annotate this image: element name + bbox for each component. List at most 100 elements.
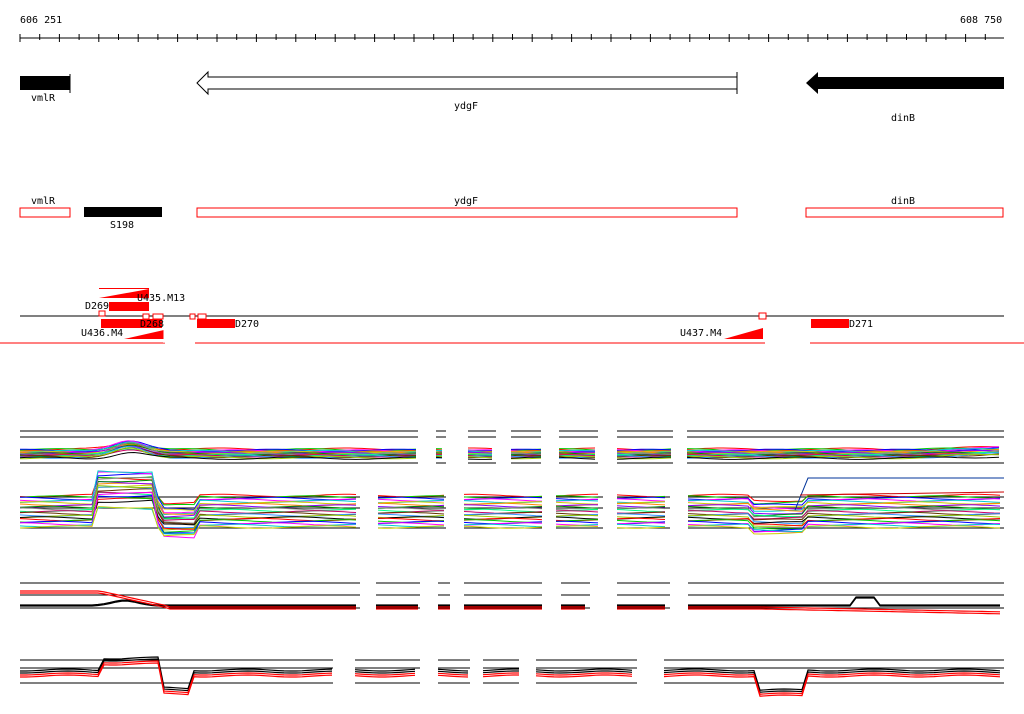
- ruler-ticks: [19, 34, 986, 42]
- transcript-D269-label: D269: [85, 301, 109, 312]
- transcript-D268-bar[interactable]: [101, 319, 162, 328]
- transcript-marker-5: [197, 313, 207, 320]
- gene-box-vmlR[interactable]: [19, 207, 71, 218]
- expression-series-2: [616, 507, 666, 510]
- transcript-track: D269 U435.M13 D268 U436.M4 D270 U437.M4 …: [0, 288, 1024, 350]
- expression-series-2: [463, 493, 543, 498]
- gene-dinB-arrow[interactable]: [806, 72, 1004, 94]
- transcript-D270-bar[interactable]: [197, 319, 235, 328]
- feature-S198[interactable]: [84, 207, 162, 217]
- expression-series-4: [482, 670, 519, 674]
- expression-series-1: [616, 456, 671, 460]
- expression-series-2: [555, 510, 599, 513]
- expression-series-2: [463, 498, 543, 502]
- gene-box-dinB[interactable]: [805, 207, 1004, 218]
- transcript-marker-4: [189, 313, 196, 320]
- ruler-start-label: 606 251: [20, 15, 62, 26]
- expression-series-2: [555, 514, 599, 517]
- transcript-U435-wedge[interactable]: [99, 289, 149, 298]
- expression-series-2: [377, 525, 445, 529]
- expression-series-2: [377, 502, 445, 507]
- gene-box-track: vmlR ydgF dinB S198: [19, 196, 1004, 231]
- gene-dinB-label: dinB: [891, 113, 915, 124]
- expression-track-1: [19, 430, 1004, 464]
- coordinate-ruler: 606 251 608 750: [19, 15, 1004, 42]
- expression-series-1: [510, 457, 542, 460]
- transcript-U436-wedge[interactable]: [124, 330, 164, 339]
- transcript-bar-top[interactable]: [99, 288, 149, 289]
- expression-series-4: [535, 672, 633, 676]
- gene-vmlR-arrow[interactable]: [20, 76, 70, 90]
- transcript-D270-label: D270: [235, 319, 259, 330]
- expression-series-4: [354, 672, 416, 676]
- transcript-U435-label: U435.M13: [137, 293, 185, 304]
- expression-tracks: [19, 430, 1005, 697]
- expression-series-1: [617, 455, 672, 459]
- expression-series-1: [686, 453, 1000, 459]
- expression-series-2: [687, 519, 1001, 530]
- transcript-D268-label: D268: [140, 319, 164, 330]
- expression-series-3: [688, 596, 1000, 606]
- transcript-U436-label: U436.M4: [81, 328, 123, 339]
- expression-series-2: [616, 522, 666, 525]
- expression-series-1: [558, 449, 596, 452]
- expression-series-3: [20, 590, 356, 608]
- expression-series-1: [558, 454, 596, 457]
- expression-series-2: [687, 499, 1001, 512]
- expression-series-2: [377, 516, 445, 519]
- gene-box-ydgF[interactable]: [196, 207, 738, 218]
- expression-series-2: [687, 495, 1000, 505]
- expression-series-2: [463, 519, 543, 523]
- expression-series-4: [663, 668, 1001, 691]
- ruler-end-label: 608 750: [960, 15, 1002, 26]
- expression-highlight-line-2: [799, 491, 1005, 496]
- expression-series-2: [555, 525, 599, 528]
- expression-track-2: [19, 470, 1004, 539]
- expression-series-4: [437, 668, 469, 672]
- expression-series-1: [558, 456, 596, 460]
- gene-box-ydgF-label: ydgF: [454, 196, 478, 207]
- transcript-D269-bar[interactable]: [109, 302, 149, 311]
- expression-series-2: [19, 484, 357, 511]
- expression-series-2: [377, 511, 445, 515]
- expression-series-2: [617, 513, 666, 517]
- expression-series-2: [463, 525, 543, 529]
- expression-series-2: [555, 501, 599, 505]
- gene-box-vmlR-label: vmlR: [31, 196, 56, 207]
- transcript-U437-wedge[interactable]: [724, 328, 763, 339]
- expression-series-1: [686, 453, 1000, 460]
- expression-series-2: [616, 496, 666, 499]
- expression-series-2: [555, 505, 599, 509]
- expression-series-4: [663, 670, 1001, 693]
- gene-dinB[interactable]: dinB: [806, 72, 1004, 124]
- expression-series-2: [19, 476, 357, 506]
- expression-series-4: [20, 660, 333, 694]
- transcript-D271-bar[interactable]: [811, 319, 849, 328]
- expression-track-3: [20, 582, 1004, 615]
- expression-series-4: [482, 672, 519, 676]
- gene-ydgF-arrow[interactable]: [196, 70, 738, 96]
- expression-series-3: [688, 597, 1000, 607]
- expression-series-3: [688, 608, 1001, 615]
- transcript-marker-1: [98, 310, 106, 317]
- gene-vmlR[interactable]: vmlR: [20, 74, 71, 104]
- expression-series-2: [688, 510, 1001, 520]
- expression-series-1: [686, 451, 1000, 457]
- expression-series-4: [20, 658, 333, 692]
- expression-series-2: [687, 504, 1001, 515]
- gene-box-dinB-label: dinB: [891, 196, 915, 207]
- expression-series-2: [463, 523, 543, 528]
- expression-series-4: [437, 674, 469, 678]
- expression-series-1: [20, 445, 417, 456]
- expression-series-1: [19, 447, 417, 459]
- expression-series-2: [377, 507, 445, 511]
- transcript-U437-label: U437.M4: [680, 328, 722, 339]
- expression-series-2: [463, 508, 542, 513]
- expression-series-1: [19, 447, 417, 460]
- expression-series-1: [19, 448, 416, 457]
- expression-series-4: [437, 670, 469, 674]
- expression-series-4: [535, 674, 633, 678]
- expression-series-2: [687, 525, 1001, 535]
- gene-ydgF[interactable]: ydgF: [196, 70, 738, 112]
